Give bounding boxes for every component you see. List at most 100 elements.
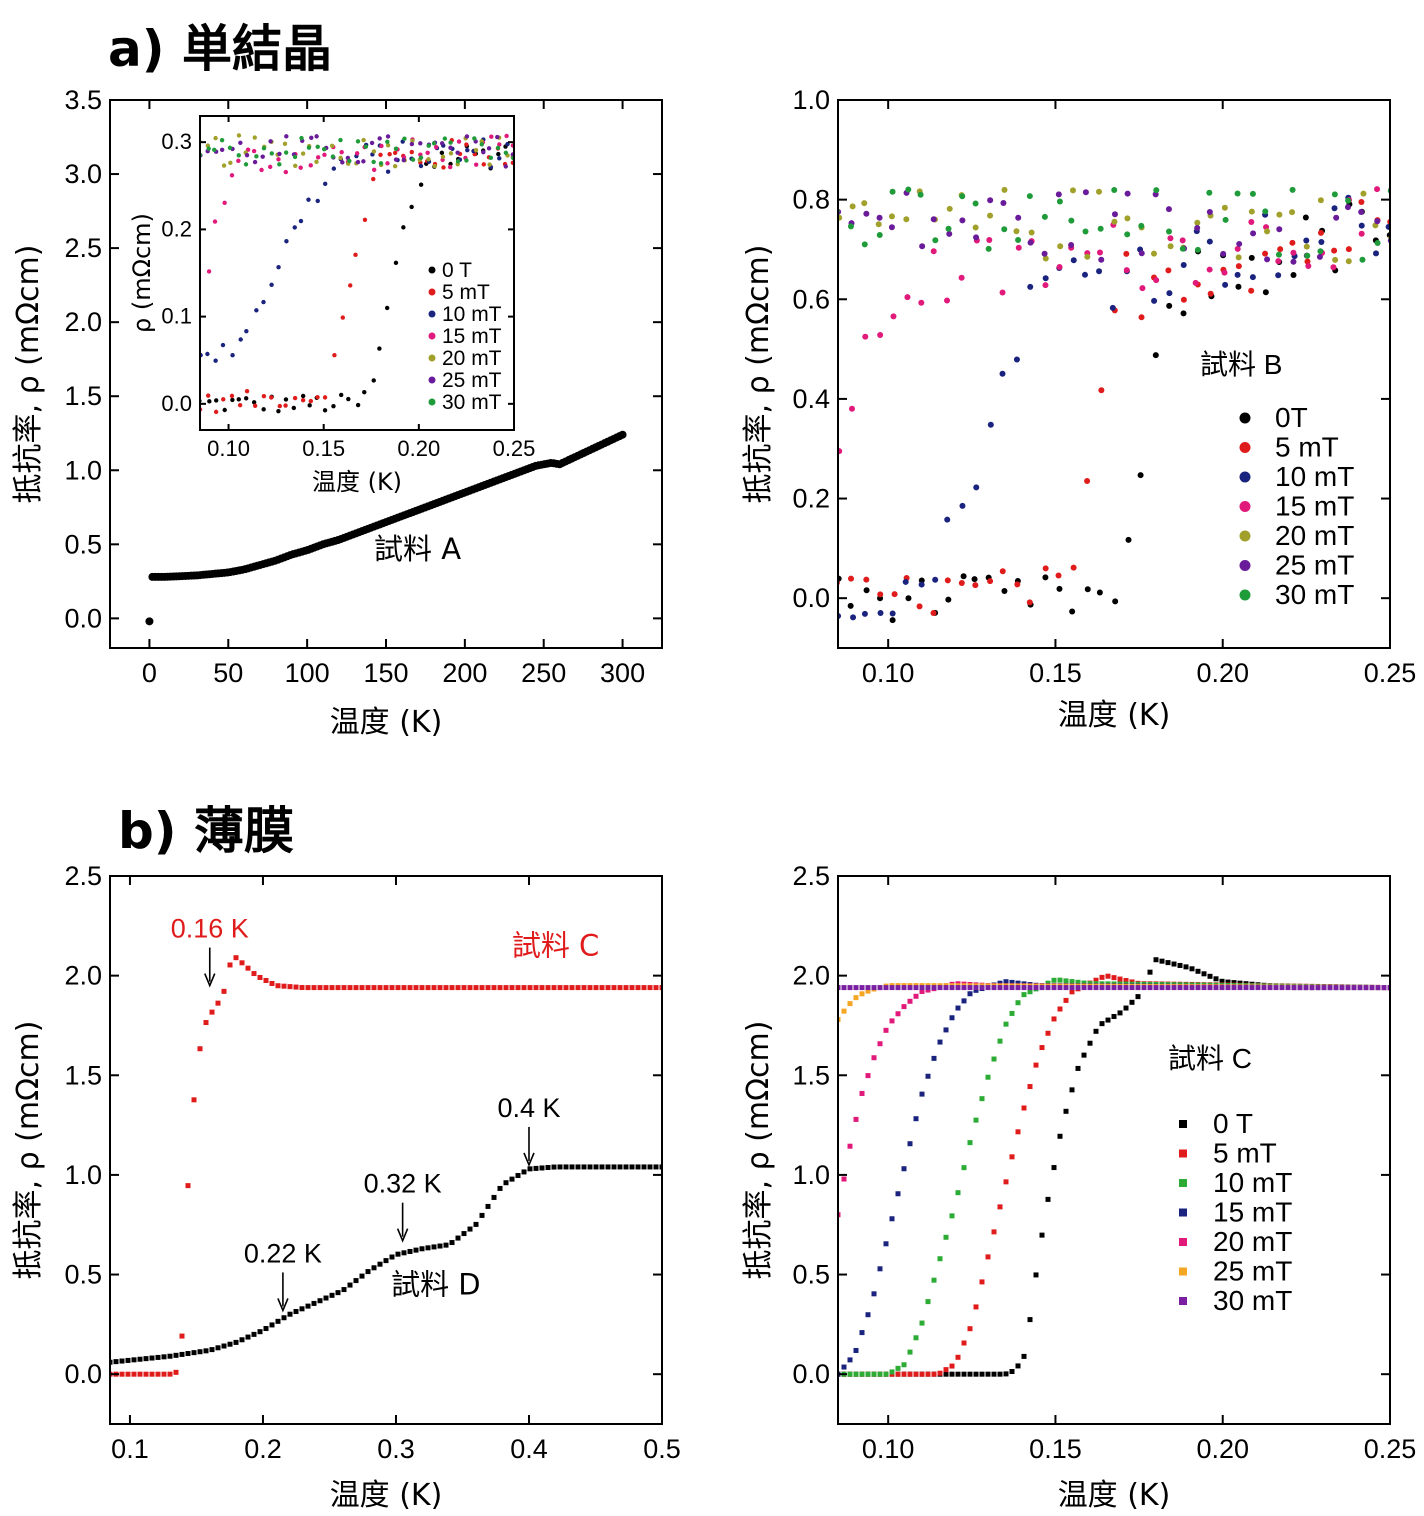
- legend-marker: [1179, 1297, 1187, 1305]
- point: [955, 1354, 961, 1360]
- point: [1234, 271, 1241, 278]
- point: [1236, 240, 1243, 247]
- point: [1001, 587, 1008, 594]
- point: [587, 985, 593, 991]
- point: [883, 1241, 889, 1247]
- point: [991, 985, 997, 991]
- point: [347, 158, 352, 164]
- point: [307, 403, 312, 408]
- point: [441, 165, 446, 170]
- point: [1206, 209, 1213, 216]
- x-tick-label: 0.15: [302, 436, 345, 461]
- point: [339, 149, 344, 155]
- x-tick-label: 0.3: [377, 1434, 415, 1464]
- point: [1194, 219, 1201, 226]
- point: [1098, 256, 1105, 263]
- point: [997, 985, 1003, 991]
- point: [551, 985, 557, 991]
- legend-marker: [428, 288, 436, 296]
- point: [1138, 222, 1145, 229]
- series-30mT: [200, 135, 514, 167]
- point: [1093, 1028, 1099, 1034]
- point: [229, 393, 235, 399]
- y-tick-label: 0.5: [64, 1260, 102, 1290]
- point: [419, 1246, 425, 1252]
- point: [581, 1164, 587, 1170]
- point: [209, 1347, 215, 1353]
- point: [227, 962, 233, 968]
- point: [283, 397, 289, 402]
- legend-label: 0 T: [1213, 1108, 1253, 1139]
- point: [1304, 252, 1311, 259]
- point: [1093, 977, 1099, 983]
- point: [385, 134, 391, 139]
- point: [407, 1248, 413, 1254]
- point: [473, 148, 479, 153]
- point: [431, 141, 437, 146]
- point: [329, 143, 335, 149]
- point: [593, 1164, 599, 1170]
- point: [997, 1038, 1003, 1044]
- point: [1243, 985, 1249, 991]
- point: [1321, 985, 1327, 991]
- point: [197, 1349, 203, 1355]
- point: [418, 155, 424, 160]
- point: [369, 140, 375, 146]
- point: [1317, 197, 1324, 204]
- point: [889, 985, 895, 991]
- point: [1000, 200, 1007, 207]
- point: [1206, 189, 1213, 196]
- point: [1117, 1010, 1123, 1016]
- point: [563, 1164, 569, 1170]
- point: [1153, 277, 1160, 284]
- point: [1021, 1105, 1027, 1111]
- y-tick-label: 0.5: [64, 529, 102, 559]
- point: [447, 164, 453, 170]
- point: [1206, 238, 1213, 245]
- point: [393, 146, 399, 151]
- point: [1109, 304, 1116, 311]
- y-tick-label: 1.5: [792, 1060, 830, 1090]
- point: [907, 1349, 913, 1355]
- point: [206, 146, 211, 151]
- point: [306, 145, 312, 150]
- point: [1165, 267, 1172, 274]
- point: [252, 135, 257, 140]
- point: [1213, 976, 1219, 982]
- legend-label: 25 mT: [1213, 1256, 1292, 1287]
- point: [401, 157, 406, 163]
- point: [551, 1164, 557, 1170]
- x-axis-label: 温度 (K): [312, 468, 402, 496]
- point: [1039, 1232, 1045, 1238]
- point: [275, 1318, 281, 1324]
- point: [1015, 244, 1022, 251]
- point: [213, 409, 219, 415]
- point: [431, 1244, 437, 1250]
- point: [1009, 985, 1015, 991]
- point: [1070, 257, 1077, 264]
- point: [263, 977, 269, 983]
- point: [461, 985, 467, 991]
- point: [1028, 229, 1035, 236]
- x-tick-label: 300: [600, 658, 645, 688]
- point: [1075, 979, 1081, 985]
- point: [261, 393, 267, 399]
- x-tick-label: 150: [363, 658, 408, 688]
- annotation-label: 試料 C: [512, 929, 599, 963]
- chart-a-right: 0.10 0.15 0.20 0.25 0.0 0.2 0.4 0.6 0.8 1.0 温度 (K)…: [741, 85, 1416, 733]
- point: [901, 1166, 907, 1172]
- point: [503, 1180, 509, 1186]
- series-10mT: [838, 194, 1390, 621]
- point: [1262, 250, 1269, 257]
- point: [847, 1001, 853, 1007]
- annotation-label: 0.22 K: [244, 1238, 322, 1268]
- point: [987, 197, 994, 204]
- point: [1262, 208, 1269, 215]
- point: [497, 1185, 503, 1191]
- point: [433, 144, 439, 150]
- point: [1152, 352, 1159, 359]
- point: [930, 248, 937, 255]
- point: [972, 200, 979, 207]
- y-axis-label: 抵抗率, ρ (mΩcm): [11, 1021, 46, 1280]
